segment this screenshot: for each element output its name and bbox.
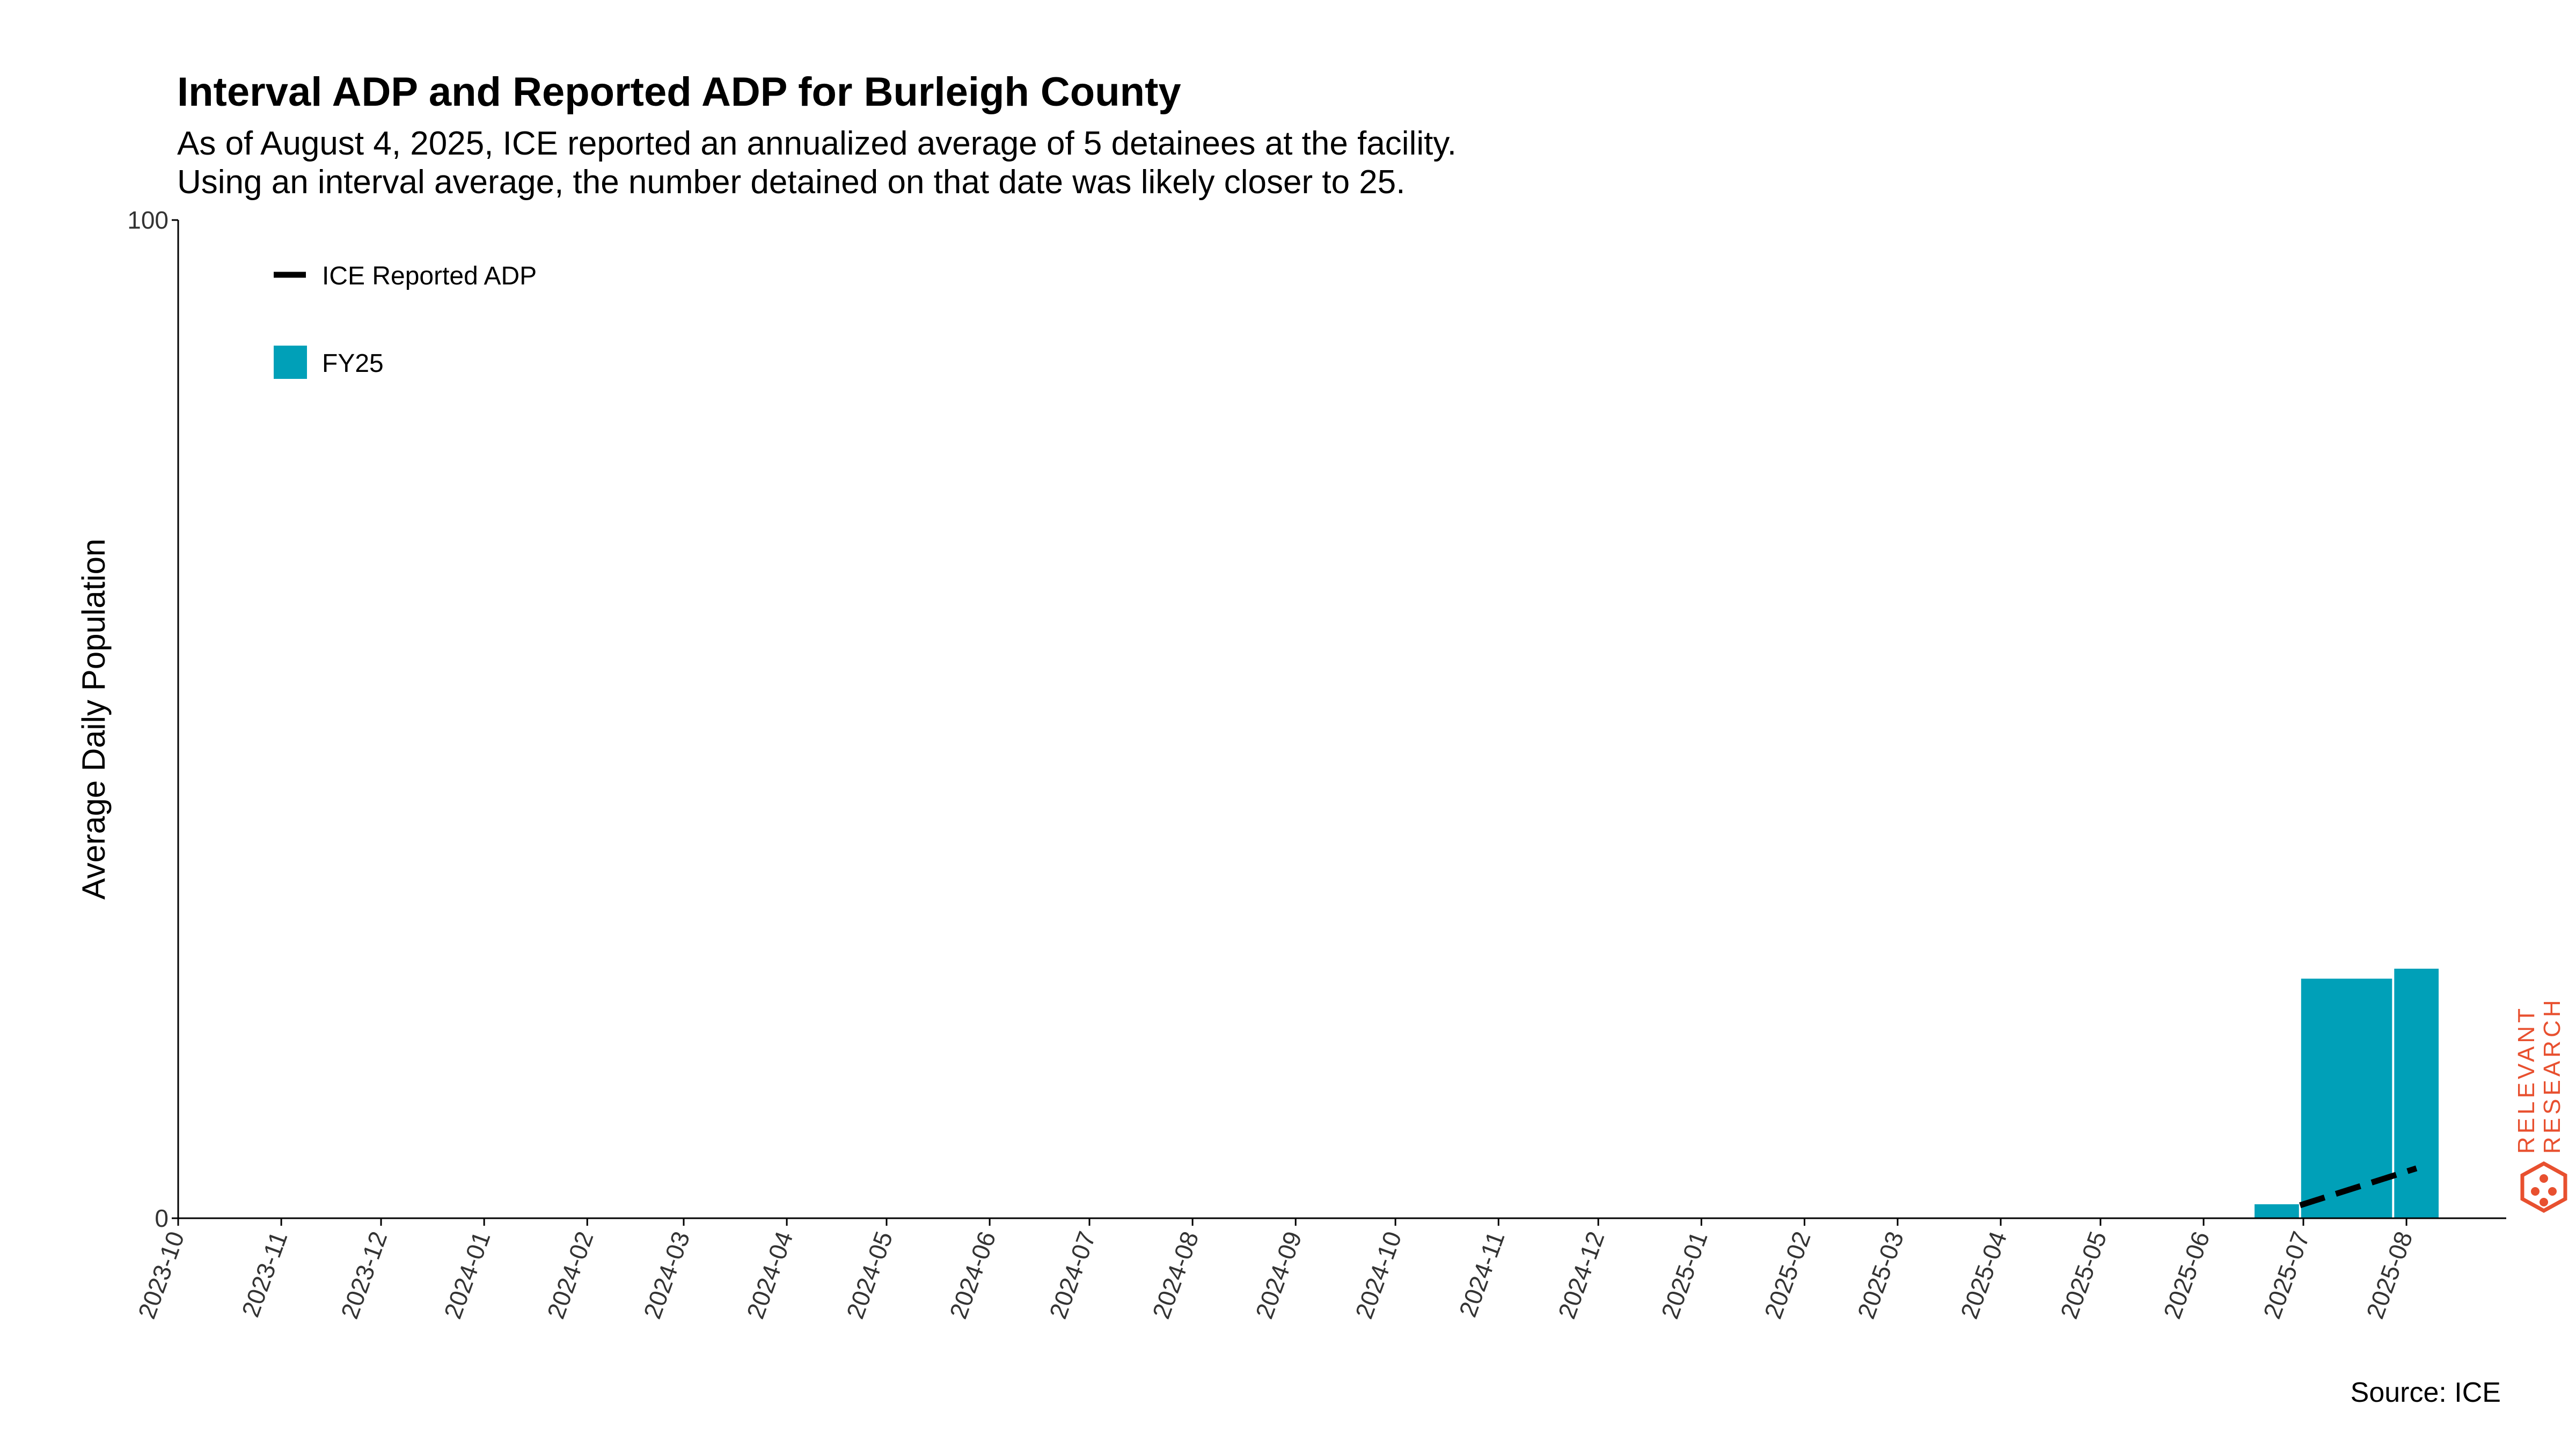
legend-label-fy25: FY25 <box>322 349 384 378</box>
x-tick-label: 2024-05 <box>841 1228 898 1322</box>
reported-adp-line <box>2299 1165 2418 1209</box>
y-tick-label: 100 <box>127 206 169 234</box>
x-tick-label: 2024-08 <box>1147 1228 1204 1322</box>
y-tick-label: 0 <box>155 1204 169 1232</box>
hexagon-logo-icon <box>2520 1161 2567 1213</box>
legend-bar-swatch <box>274 346 307 379</box>
x-tick-label: 2024-06 <box>944 1228 1001 1322</box>
logo-text-relevant: RELEVANT <box>2513 1005 2540 1154</box>
relevant-research-logo: RELEVANT RESEARCH <box>2513 997 2567 1213</box>
chart-title: Interval ADP and Reported ADP for Burlei… <box>177 69 1181 115</box>
x-tick-label: 2024-01 <box>438 1228 496 1322</box>
legend: ICE Reported ADP FY25 <box>274 262 537 379</box>
x-tick-label: 2023-10 <box>133 1228 190 1322</box>
bar-1 <box>2255 1204 2299 1218</box>
x-tick-label: 2025-06 <box>2158 1228 2215 1322</box>
x-tick-label: 2024-09 <box>1250 1228 1307 1322</box>
x-tick-label: 2025-05 <box>2055 1228 2112 1322</box>
x-tick-label: 2024-07 <box>1044 1228 1101 1322</box>
x-tick-label: 2024-04 <box>741 1228 799 1322</box>
source-note: Source: ICE <box>2350 1377 2501 1408</box>
x-tick-label: 2024-11 <box>1453 1228 1510 1321</box>
subtitle-line-2: Using an interval average, the number de… <box>177 164 1406 201</box>
subtitle-line-1: As of August 4, 2025, ICE reported an an… <box>177 125 1457 162</box>
y-axis-title: Average Daily Population <box>76 539 112 900</box>
legend-label-ice-reported-adp: ICE Reported ADP <box>322 262 537 290</box>
x-tick-label: 2025-02 <box>1759 1228 1816 1322</box>
x-tick-label: 2024-02 <box>541 1228 599 1322</box>
axes: 0 100 Average Daily Population 2023-10 2023-… <box>76 206 2506 1322</box>
x-tick-label: 2025-08 <box>2361 1228 2418 1322</box>
x-tick-label: 2025-07 <box>2258 1228 2315 1322</box>
x-tick-label: 2024-03 <box>638 1228 696 1322</box>
x-tick-label: 2024-12 <box>1553 1228 1610 1322</box>
x-tick-label: 2025-01 <box>1656 1228 1713 1322</box>
chart-subtitle: As of August 4, 2025, ICE reported an an… <box>177 125 1457 202</box>
bar-3 <box>2394 969 2439 1218</box>
bar-series <box>2255 969 2439 1218</box>
x-tick-label: 2025-03 <box>1852 1228 1909 1322</box>
x-tick-label: 2024-10 <box>1350 1228 1407 1322</box>
x-tick-label: 2023-12 <box>335 1228 393 1322</box>
x-tick-label: 2023-11 <box>236 1228 292 1321</box>
x-tick-label: 2025-04 <box>1955 1228 2012 1322</box>
logo-text-research: RESEARCH <box>2539 997 2565 1154</box>
line-series <box>2299 1165 2418 1209</box>
